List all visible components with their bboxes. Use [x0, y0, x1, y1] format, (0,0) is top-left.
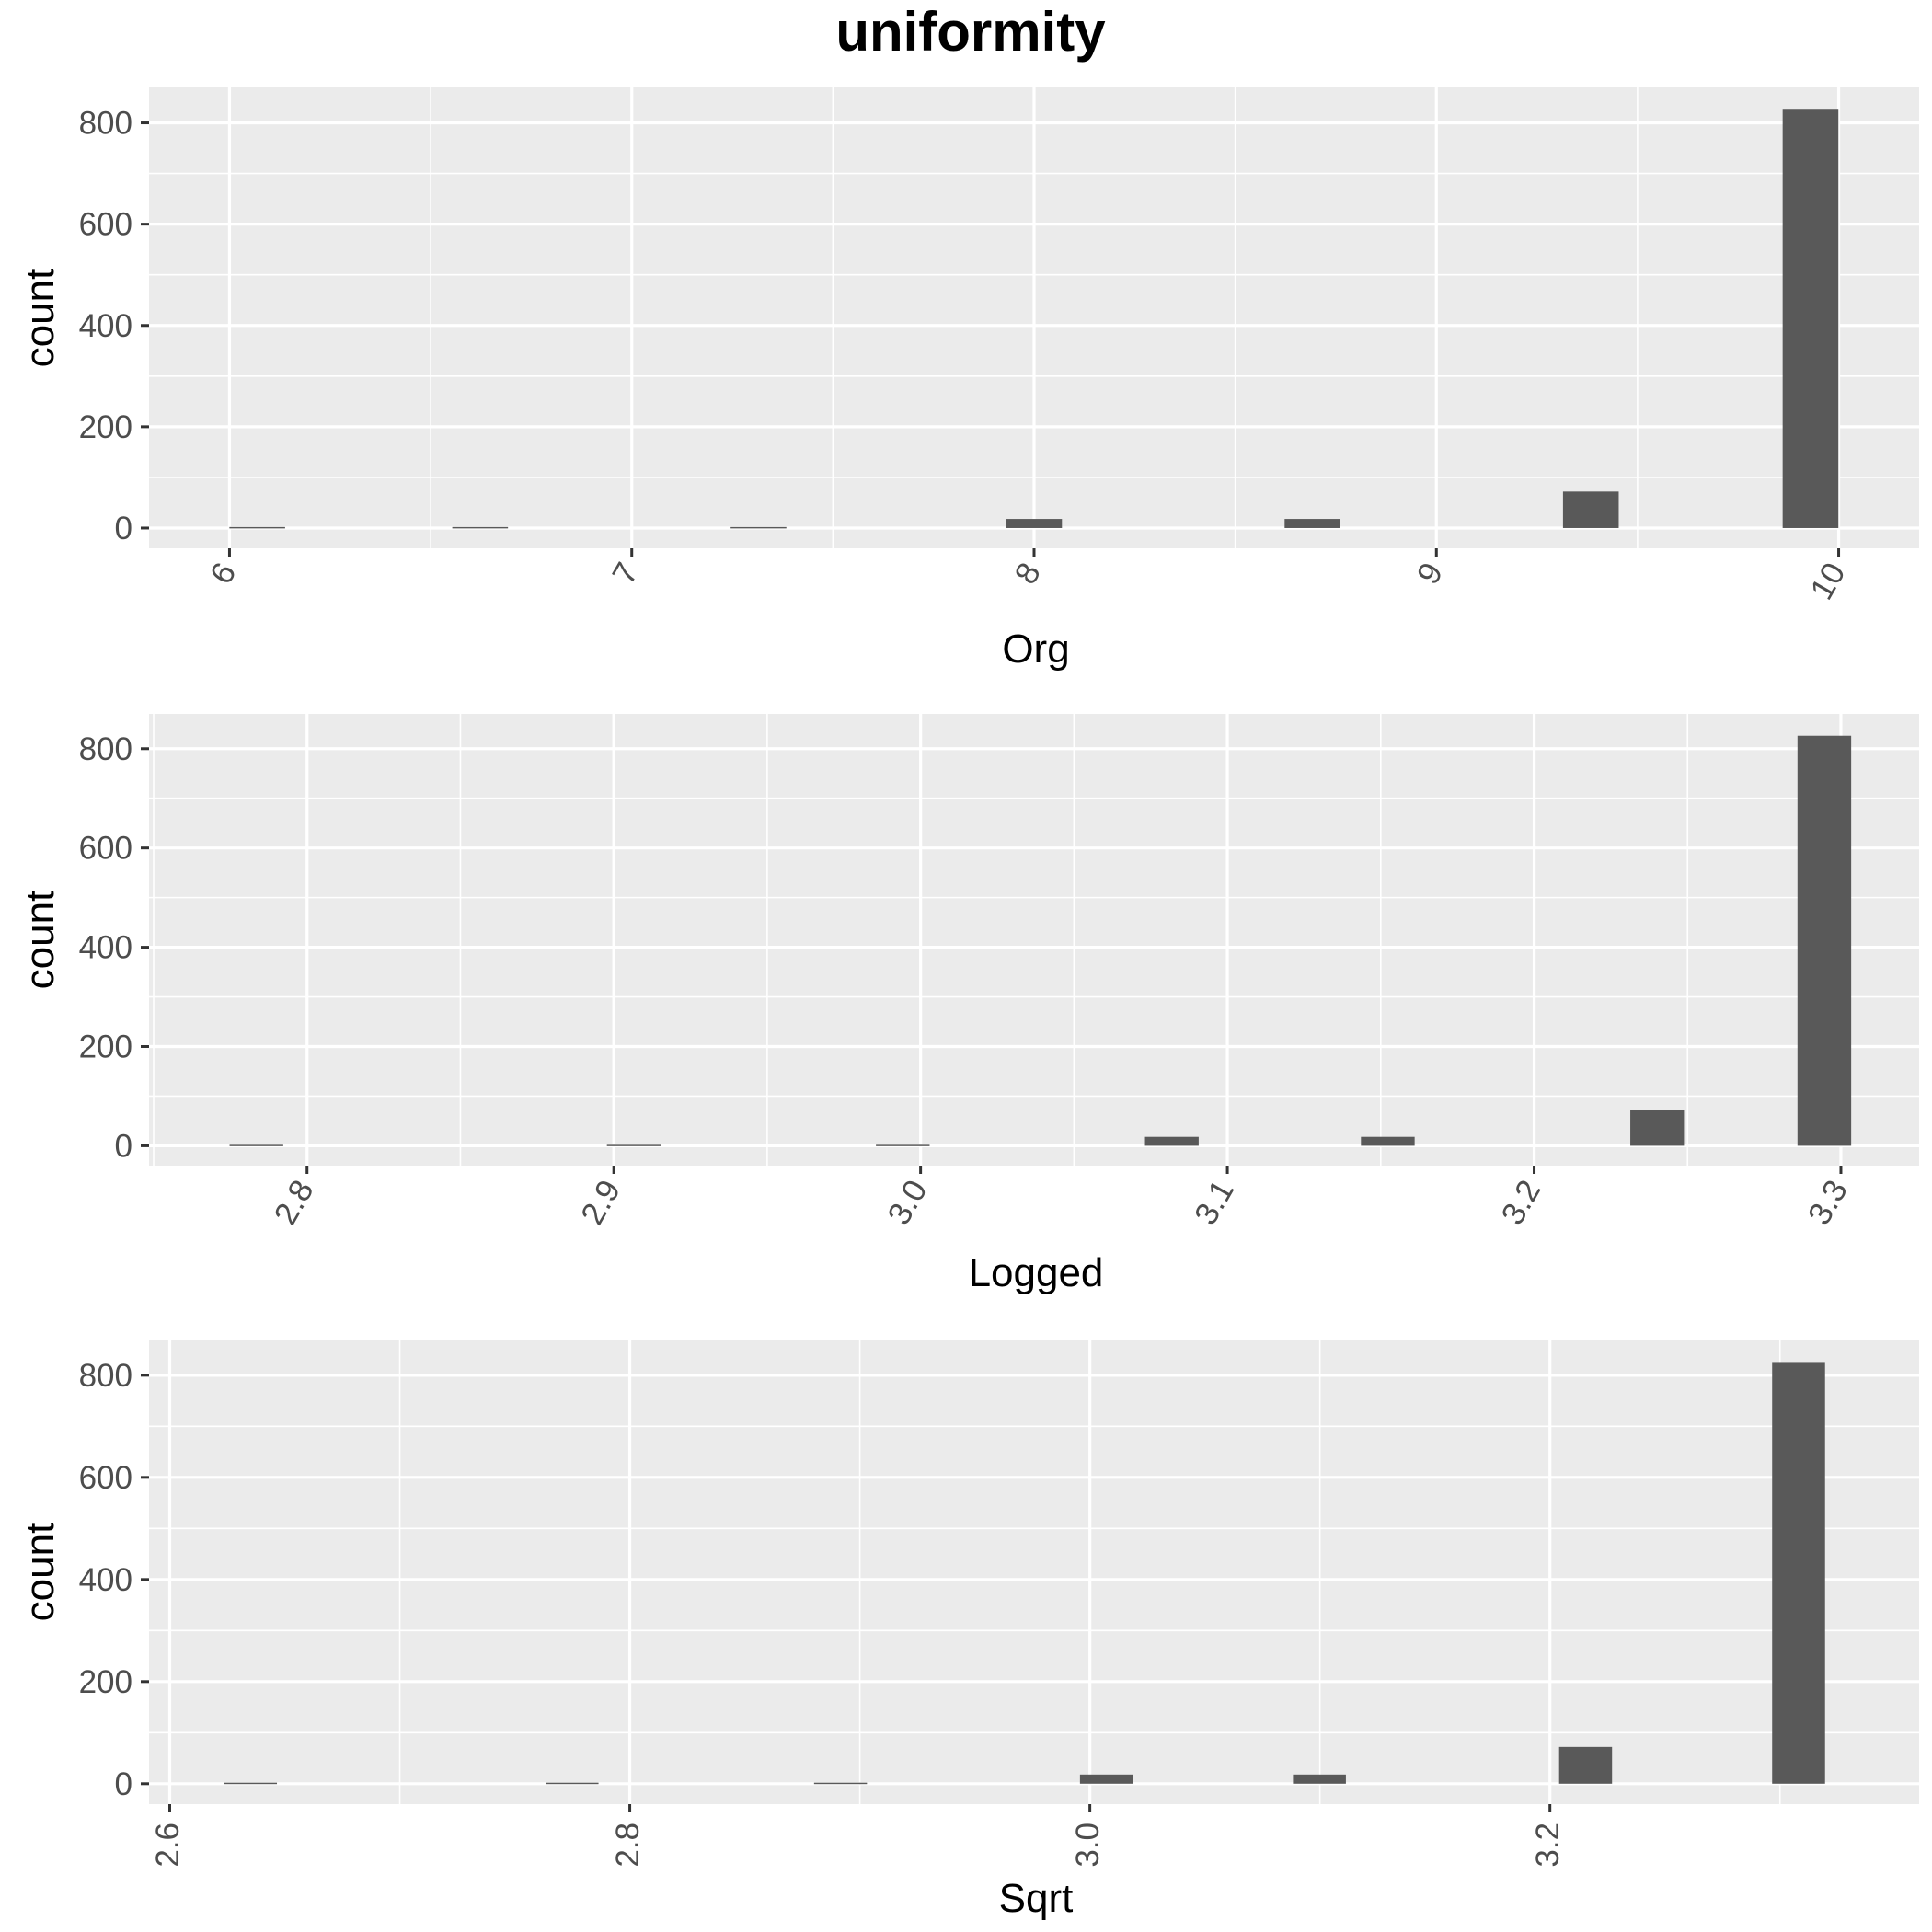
x-tick-label: 3.1 — [1188, 1174, 1241, 1231]
histogram-bar — [1006, 519, 1063, 528]
x-tick-label: 2.6 — [150, 1823, 186, 1868]
histogram-bar — [1284, 519, 1340, 528]
figure-title: uniformity — [835, 1, 1106, 63]
x-axis-title: Org — [1002, 627, 1069, 672]
histogram-bar — [1797, 735, 1852, 1146]
y-tick-label: 200 — [79, 1664, 132, 1700]
x-axis-title: Logged — [969, 1250, 1104, 1295]
histogram-bar — [224, 1782, 278, 1785]
y-tick-label: 200 — [79, 1029, 132, 1065]
y-tick-label: 800 — [79, 1358, 132, 1394]
x-axis-title: Sqrt — [999, 1876, 1074, 1921]
y-tick-label: 800 — [79, 106, 132, 142]
histogram-bar — [813, 1782, 868, 1785]
y-tick-label: 600 — [79, 831, 132, 867]
x-tick-label: 2.9 — [574, 1174, 627, 1231]
x-tick-label: 10 — [1803, 557, 1852, 605]
x-tick-label: 9 — [1410, 557, 1451, 590]
y-tick-label: 400 — [79, 930, 132, 966]
y-axis-title: count — [17, 269, 63, 368]
histogram-bar — [229, 526, 285, 529]
histogram-panel-logged: 0 200 400 600 800 2.8 2.9 3.0 3.1 3.2 3.3 Logged cou… — [17, 714, 1919, 1295]
histogram-bar — [1361, 1136, 1415, 1146]
x-tick-label: 3.3 — [1801, 1174, 1855, 1231]
x-tick-label: 2.8 — [610, 1823, 646, 1868]
histogram-bar — [1562, 491, 1619, 528]
histogram-bar — [229, 1144, 283, 1146]
x-tick-label: 3.0 — [1070, 1823, 1106, 1868]
y-tick-label: 0 — [115, 511, 132, 546]
y-tick-label: 0 — [115, 1766, 132, 1802]
y-tick-label: 400 — [79, 308, 132, 344]
y-tick-label: 200 — [79, 409, 132, 445]
y-axis-title: count — [17, 891, 63, 990]
x-tick-label: 7 — [605, 557, 646, 590]
histogram-bar — [546, 1782, 599, 1785]
histogram-bar — [606, 1144, 661, 1146]
histogram-bar — [1630, 1110, 1685, 1146]
histogram-bar — [452, 526, 509, 529]
histogram-panel-sqrt: 0 200 400 600 800 2.6 2.8 3.0 3.2 Sqrt count — [17, 1340, 1919, 1921]
histogram-panels: 0 200 400 600 800 6 7 8 9 10 Org count 0 200 400 600 800… — [17, 87, 1919, 1921]
x-tick-label: 3.0 — [880, 1174, 934, 1231]
panel-background — [149, 714, 1919, 1166]
panel-background — [149, 1340, 1919, 1804]
histogram-bar — [1079, 1774, 1133, 1784]
x-tick-label: 6 — [203, 557, 244, 590]
histogram-bar — [1772, 1362, 1825, 1784]
y-tick-label: 600 — [79, 207, 132, 243]
histogram-bar — [876, 1144, 930, 1146]
histogram-bar — [730, 526, 787, 529]
x-tick-label: 3.2 — [1530, 1823, 1566, 1868]
y-tick-label: 400 — [79, 1562, 132, 1598]
histogram-bar — [1144, 1136, 1199, 1146]
x-tick-label: 3.2 — [1494, 1174, 1547, 1231]
histogram-bar — [1782, 109, 1839, 528]
histogram-bar — [1558, 1746, 1613, 1784]
histogram-panel-org: 0 200 400 600 800 6 7 8 9 10 Org count — [17, 87, 1919, 672]
y-axis-title: count — [17, 1523, 63, 1622]
histogram-bar — [1293, 1774, 1346, 1784]
x-tick-label: 8 — [1007, 557, 1048, 590]
y-tick-label: 600 — [79, 1460, 132, 1496]
y-tick-label: 0 — [115, 1128, 132, 1164]
y-tick-label: 800 — [79, 731, 132, 767]
x-tick-label: 2.8 — [268, 1174, 321, 1231]
